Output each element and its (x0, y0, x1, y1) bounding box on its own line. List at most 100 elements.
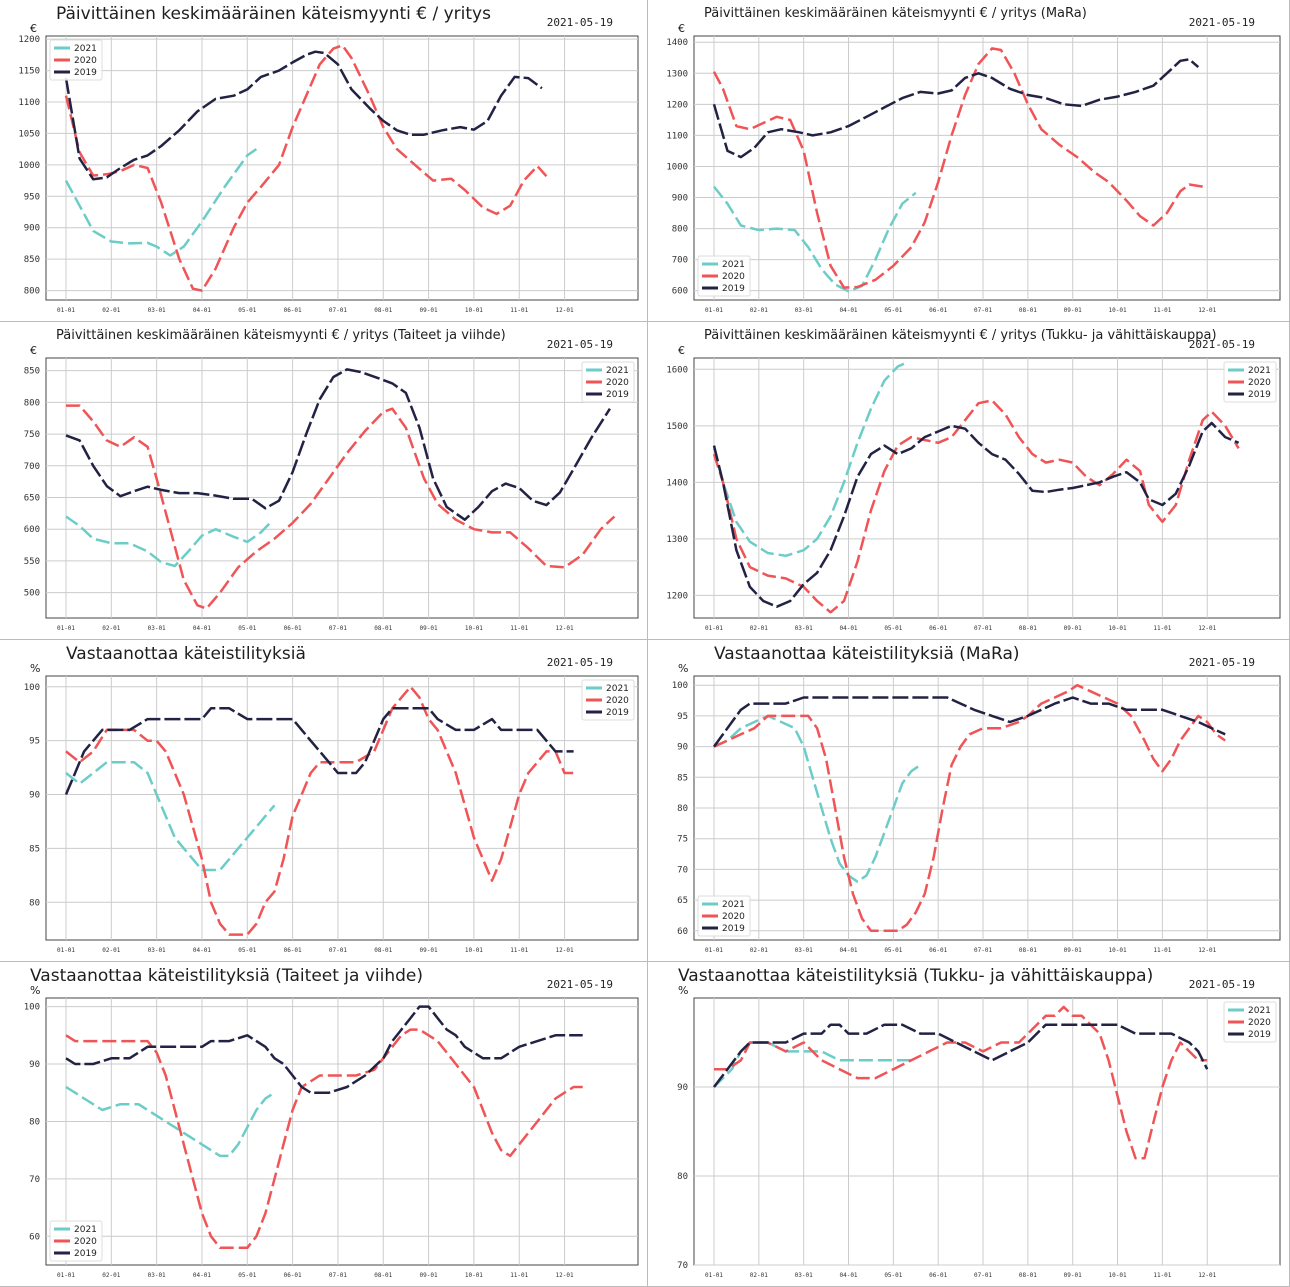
y-tick-label: 60 (677, 927, 688, 937)
y-tick-label: 1150 (18, 67, 40, 77)
legend-box (49, 1220, 103, 1262)
chart-title: Vastaanottaa käteistilityksiä (Tukku- ja… (678, 966, 1154, 986)
x-tick-label: 05-01 (238, 1272, 256, 1279)
legend-label-2019: 2019 (74, 68, 97, 78)
plot-frame (45, 997, 639, 1266)
x-tick-label: 06-01 (929, 1272, 947, 1279)
series-line-2020 (712, 399, 1240, 614)
x-tick-label: 01-01 (705, 947, 723, 954)
legend-box (697, 255, 751, 297)
x-tick-label: 06-01 (929, 625, 947, 632)
x-tick-label: 10-01 (1109, 1272, 1127, 1279)
plot-frame (45, 675, 639, 941)
legend-label-2019: 2019 (1248, 390, 1271, 400)
y-tick-label: 90 (677, 1083, 688, 1093)
x-tick-label: 08-01 (374, 1272, 392, 1279)
chart-date: 2021-05-19 (546, 16, 613, 29)
x-tick-label: 04-01 (839, 947, 857, 954)
chart-panel: Päivittäinen keskimääräinen käteismyynti… (0, 0, 648, 322)
x-tick-label: 12-01 (1198, 947, 1216, 954)
chart-date: 2021-05-19 (546, 338, 613, 351)
legend-label-2019: 2019 (606, 708, 629, 718)
x-tick-label: 02-01 (102, 1272, 120, 1279)
series-line-2019 (712, 696, 1226, 748)
x-tick-label: 03-01 (148, 625, 166, 632)
y-tick-label: 100 (24, 683, 40, 693)
x-tick-label: 05-01 (884, 947, 902, 954)
y-unit-label: € (678, 22, 685, 35)
chart-title: Päivittäinen keskimääräinen käteismyynti… (56, 328, 506, 343)
chart-svg: 01-01 02-01 03-01 04-01 05-01 06-01 07-01 08-01… (24, 675, 639, 954)
y-unit-label: € (678, 344, 685, 357)
y-tick-label: 1200 (18, 35, 40, 45)
y-unit-label: % (30, 984, 41, 997)
x-tick-label: 12-01 (556, 307, 574, 314)
x-tick-label: 01-01 (57, 625, 75, 632)
legend-label-2020: 2020 (74, 1237, 97, 1247)
y-unit-label: % (678, 984, 689, 997)
x-tick-label: 11-01 (510, 947, 528, 954)
series-line-2021 (712, 361, 908, 558)
chart-panel: Vastaanottaa käteistilityksiä (MaRa) 2021… (648, 640, 1290, 962)
y-tick-label: 80 (29, 1117, 40, 1127)
x-tick-label: 08-01 (1019, 947, 1037, 954)
x-tick-label: 12-01 (556, 1272, 574, 1279)
x-tick-label: 05-01 (238, 625, 256, 632)
legend-label-2020: 2020 (606, 696, 629, 706)
x-tick-label: 09-01 (420, 1272, 438, 1279)
x-tick-label: 05-01 (884, 307, 902, 314)
y-tick-label: 950 (24, 192, 40, 202)
y-unit-label: % (678, 662, 689, 675)
y-tick-label: 1000 (666, 162, 688, 172)
x-tick-label: 08-01 (1019, 1272, 1037, 1279)
plot-frame (45, 357, 639, 619)
x-tick-label: 09-01 (1064, 307, 1082, 314)
x-tick-label: 06-01 (284, 1272, 302, 1279)
x-tick-label: 04-01 (839, 307, 857, 314)
y-tick-label: 600 (24, 525, 40, 535)
x-tick-label: 01-01 (57, 1272, 75, 1279)
x-tick-label: 11-01 (1153, 1272, 1171, 1279)
legend-label-2021: 2021 (74, 44, 97, 54)
chart-panel: Vastaanottaa käteistilityksiä (Taiteet j… (0, 962, 648, 1287)
x-tick-label: 09-01 (420, 625, 438, 632)
x-tick-label: 12-01 (1198, 1272, 1216, 1279)
y-tick-label: 90 (29, 1060, 40, 1070)
y-tick-label: 100 (24, 1003, 40, 1013)
x-tick-label: 09-01 (420, 307, 438, 314)
y-unit-label: € (30, 22, 37, 35)
chart-panel: Vastaanottaa käteistilityksiä (Tukku- ja… (648, 962, 1290, 1287)
y-tick-label: 1200 (666, 591, 688, 601)
y-tick-label: 500 (24, 589, 40, 599)
x-tick-label: 07-01 (974, 307, 992, 314)
x-tick-label: 05-01 (238, 947, 256, 954)
y-tick-label: 700 (24, 462, 40, 472)
y-tick-label: 90 (677, 743, 688, 753)
x-tick-label: 04-01 (193, 625, 211, 632)
x-tick-label: 07-01 (329, 307, 347, 314)
y-tick-label: 1050 (18, 129, 40, 139)
x-tick-label: 02-01 (750, 625, 768, 632)
y-tick-label: 80 (677, 1172, 688, 1182)
y-tick-label: 1300 (666, 69, 688, 79)
x-tick-label: 08-01 (1019, 307, 1037, 314)
chart-date: 2021-05-19 (1188, 16, 1255, 29)
y-tick-label: 650 (24, 494, 40, 504)
series-line-2020 (65, 1028, 583, 1250)
y-tick-label: 65 (677, 896, 688, 906)
x-tick-label: 03-01 (795, 625, 813, 632)
y-tick-label: 1300 (666, 535, 688, 545)
legend-label-2019: 2019 (722, 284, 745, 294)
y-tick-label: 800 (24, 398, 40, 408)
legend-label-2021: 2021 (722, 900, 745, 910)
plot-frame (693, 35, 1281, 301)
y-tick-label: 95 (29, 737, 40, 747)
chart-svg: 01-01 02-01 03-01 04-01 05-01 06-01 07-01 08-01… (24, 357, 639, 632)
x-tick-label: 03-01 (795, 1272, 813, 1279)
series-line-2020 (714, 1005, 1208, 1160)
y-tick-label: 70 (677, 1261, 688, 1271)
x-tick-label: 06-01 (929, 947, 947, 954)
chart-date: 2021-05-19 (1188, 656, 1255, 669)
series-line-2021 (65, 760, 276, 872)
legend-label-2020: 2020 (722, 272, 745, 282)
